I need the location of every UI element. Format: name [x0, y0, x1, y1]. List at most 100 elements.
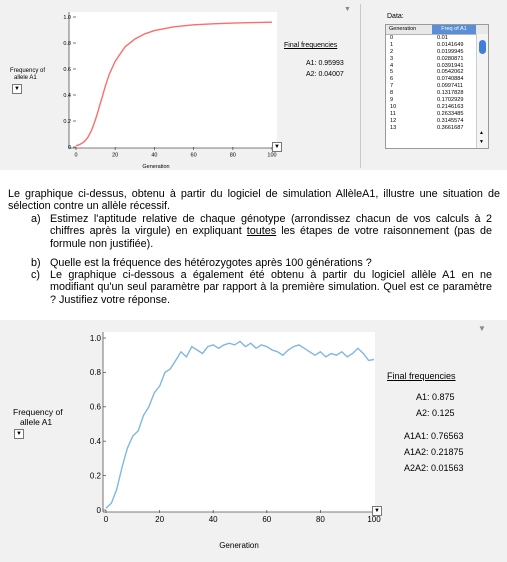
final-frequencies-title-2: Final frequencies: [387, 371, 456, 381]
cell-generation: 2: [390, 48, 394, 55]
cell-generation: 5: [390, 69, 394, 76]
table-row[interactable]: 7 0.0997411: [386, 83, 476, 90]
xlabel-dropdown-button-2[interactable]: ▼: [372, 506, 382, 516]
cell-frequency: 0.0997411: [437, 83, 464, 90]
cell-generation: 11: [390, 110, 396, 117]
question-c-letter: c): [31, 269, 40, 281]
ylabel-dropdown-button-2[interactable]: ▼: [14, 429, 24, 439]
data-table-title: Data:: [387, 13, 404, 20]
data-table[interactable]: Generation Freq of A1 0 0.01 1 0.0141649 2 0.…: [385, 24, 489, 149]
table-row[interactable]: 4 0.0391941: [386, 63, 476, 70]
x-tick-label: 20: [155, 515, 164, 524]
table-row[interactable]: 3 0.0280871: [386, 56, 476, 63]
ylabel-dropdown-button-1[interactable]: ▼: [12, 84, 22, 94]
cell-frequency: 0.0391941: [437, 62, 464, 69]
x-tick-label: 0: [104, 515, 109, 524]
panel-menu-icon-2[interactable]: ▼: [478, 324, 486, 333]
y-tick-label: 1.0: [63, 15, 71, 21]
table-row[interactable]: 2 0.0199945: [386, 49, 476, 56]
cell-generation: 8: [390, 90, 394, 97]
chart-1-ylabel-line1: Frequency of: [10, 68, 45, 74]
table-row[interactable]: 10 0.2146163: [386, 104, 476, 111]
question-c: Le graphique ci-dessous a également été …: [50, 269, 492, 306]
chart-1-series-line: [75, 21, 273, 147]
x-tick-label: 100: [267, 153, 276, 159]
y-tick-label: 0: [97, 506, 102, 515]
dropdown-icon: ▼: [274, 144, 280, 150]
question-a-text-2: les étapes de votre raisonnement (pas de…: [50, 225, 492, 250]
question-a-underlined: toutes: [246, 225, 277, 238]
x-tick-label: 60: [191, 153, 197, 159]
cell-frequency: 0.01: [437, 35, 448, 41]
dropdown-icon: ▼: [14, 86, 20, 92]
x-tick-label: 80: [316, 515, 325, 524]
question-b-letter: b): [31, 257, 41, 269]
scrollbar-thumb[interactable]: [479, 40, 486, 54]
y-tick-label: 0.4: [63, 93, 71, 99]
chart-2-ylabel-line1: Frequency of: [13, 407, 63, 417]
cell-frequency: 0.1702929: [437, 97, 464, 104]
x-tick-label: 40: [209, 515, 218, 524]
y-tick-label: 0.6: [63, 67, 71, 73]
table-row[interactable]: 5 0.0542062: [386, 69, 476, 76]
column-header-generation[interactable]: Generation: [389, 26, 417, 32]
x-tick-label: 100: [367, 515, 381, 524]
final-freq-a2-2: A2: 0.125: [416, 408, 455, 418]
cell-frequency: 0.0141649: [437, 41, 464, 48]
y-tick-label: 0.8: [63, 41, 71, 47]
cell-generation: 7: [390, 83, 394, 90]
dropdown-icon: ▼: [374, 508, 380, 514]
panel-menu-icon-1[interactable]: ▼: [344, 6, 351, 13]
table-row[interactable]: 12 0.3145574: [386, 118, 476, 125]
table-scrollbar[interactable]: ▲ ▼: [476, 34, 488, 148]
cell-generation: 0: [390, 35, 394, 41]
scroll-down-icon[interactable]: ▼: [479, 139, 484, 145]
cell-frequency: 0.0199945: [437, 48, 464, 55]
table-row[interactable]: 11 0.2633485: [386, 111, 476, 118]
table-row[interactable]: 1 0.0141649: [386, 42, 476, 49]
final-freq-a2a2: A2A2: 0.01563: [404, 463, 464, 473]
question-b: Quelle est la fréquence des hétérozygote…: [50, 257, 372, 269]
y-tick-label: 0.2: [90, 471, 102, 480]
table-row[interactable]: 6 0.0740884: [386, 76, 476, 83]
scroll-up-icon[interactable]: ▲: [479, 130, 484, 136]
simulation-panel-2: 0 0.2 0.4 0.6 0.8 1.0 0 20 40 60 80 100 Frequency …: [0, 320, 507, 562]
cell-generation: 3: [390, 55, 394, 62]
simulation-panel-1: 0 0.2 0.4 0.6 0.8 1.0 0 20 40 60 80 100 Frequency …: [0, 0, 507, 170]
y-tick-label: 0: [68, 145, 71, 151]
table-row[interactable]: 9 0.1702929: [386, 97, 476, 104]
y-tick-label: 1.0: [90, 334, 102, 343]
chart-1-ylabel-line2: allele A1: [14, 75, 37, 81]
table-row[interactable]: 0 0.01: [386, 35, 476, 42]
final-freq-a1a1: A1A1: 0.76563: [404, 431, 464, 441]
final-freq-a1a2: A1A2: 0.21875: [404, 447, 464, 457]
cell-frequency: 0.2146163: [437, 103, 464, 110]
cell-generation: 4: [390, 62, 394, 69]
y-tick-label: 0.4: [90, 437, 102, 446]
chart-1-plot-area: [69, 12, 277, 148]
cell-frequency: 0.3145574: [437, 117, 464, 124]
cell-frequency: 0.3661687: [437, 124, 464, 131]
cell-frequency: 0.0280871: [437, 55, 464, 62]
column-header-freq-a1[interactable]: Freq of A1: [432, 25, 476, 34]
chart-1-xlabel: Generation: [142, 164, 169, 170]
final-frequencies-title-1: Final frequencies: [284, 42, 338, 49]
y-tick-label: 0.6: [90, 403, 102, 412]
table-row[interactable]: 8 0.1317828: [386, 90, 476, 97]
x-tick-label: 20: [112, 153, 118, 159]
cell-frequency: 0.2633485: [437, 110, 464, 117]
panel-divider: [360, 4, 361, 168]
final-freq-a1-1: A1: 0.95993: [306, 60, 344, 67]
chart-2-ylabel-line2: allele A1: [20, 417, 52, 427]
chart-1: 0 0.2 0.4 0.6 0.8 1.0 0 20 40 60 80 100 Frequency …: [10, 12, 277, 170]
cell-frequency: 0.0542062: [437, 69, 464, 76]
data-table-body: 0 0.01 1 0.0141649 2 0.0199945 3 0.0280871 4 0.03…: [386, 35, 476, 131]
xlabel-dropdown-button-1[interactable]: ▼: [272, 142, 282, 152]
x-tick-label: 60: [262, 515, 271, 524]
table-row[interactable]: 13 0.3661687: [386, 125, 476, 132]
y-tick-label: 0.8: [90, 368, 102, 377]
final-freq-a2-1: A2: 0.04007: [306, 71, 344, 78]
chart-2-series-line: [105, 340, 375, 509]
cell-frequency: 0.1317828: [437, 90, 464, 97]
cell-generation: 9: [390, 97, 394, 104]
